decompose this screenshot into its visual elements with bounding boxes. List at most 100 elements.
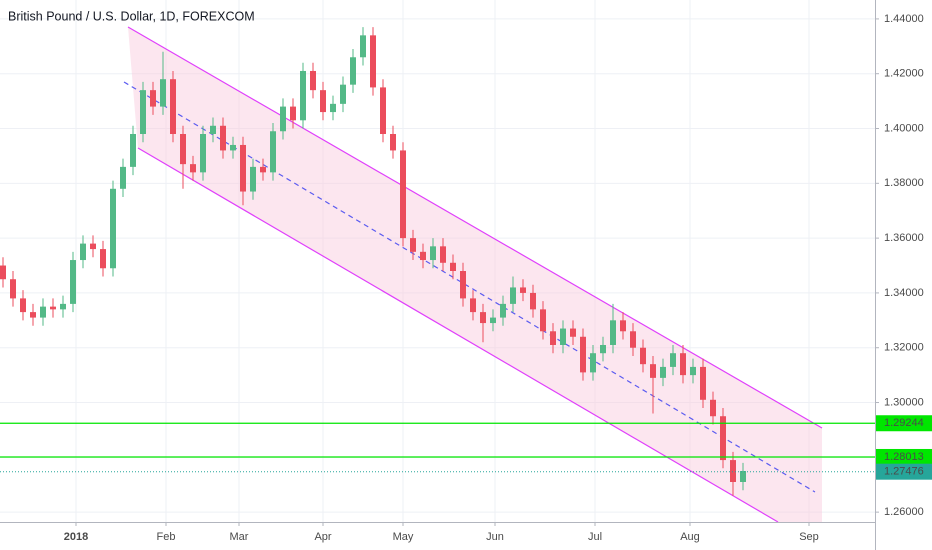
candle-body xyxy=(390,133,396,151)
plot xyxy=(0,27,875,496)
candle-body xyxy=(120,166,126,189)
x-tick-label: 2018 xyxy=(64,531,88,543)
candle-body xyxy=(530,292,536,310)
y-tick-label: 1.32000 xyxy=(884,342,924,354)
axes: 1.260001.280001.300001.320001.340001.360… xyxy=(64,13,932,543)
candle-body xyxy=(470,298,476,313)
level-label: 1.28013 xyxy=(884,451,924,463)
level-label-box xyxy=(876,415,932,432)
time-axis xyxy=(0,522,875,550)
last-price-box xyxy=(876,463,932,480)
candle-body xyxy=(230,144,236,151)
x-tick-label: Jul xyxy=(588,531,602,543)
candle-body xyxy=(90,243,96,250)
candle-body xyxy=(320,90,326,113)
channel-upper xyxy=(127,26,823,429)
y-tick-label: 1.30000 xyxy=(884,396,924,408)
candle-body xyxy=(430,246,436,261)
candle-body xyxy=(190,164,196,173)
chart-title: British Pound / U.S. Dollar, 1D, FOREXCO… xyxy=(8,9,255,23)
candle-body xyxy=(260,166,266,173)
candle-body xyxy=(710,399,716,417)
candle-body xyxy=(400,150,406,239)
candle-body xyxy=(670,353,676,367)
candle-body xyxy=(480,312,486,324)
candle-body xyxy=(180,133,186,165)
level-label: 1.29244 xyxy=(884,417,924,429)
last-price-label: 1.27476 xyxy=(884,466,924,478)
y-tick-label: 1.34000 xyxy=(884,287,924,299)
candle-body xyxy=(340,84,346,104)
candle-body xyxy=(720,416,726,461)
channel-fill xyxy=(128,27,822,522)
candle-body xyxy=(330,103,336,113)
candle-body xyxy=(550,331,556,345)
candle-body xyxy=(110,188,116,269)
candle-body xyxy=(630,331,636,348)
candle-body xyxy=(0,265,6,280)
y-tick-label: 1.26000 xyxy=(884,506,924,518)
candle-body xyxy=(350,57,356,85)
candle-body xyxy=(280,106,286,132)
candle-body xyxy=(690,366,696,376)
candle-body xyxy=(70,260,76,304)
candle-body xyxy=(740,471,746,482)
candle-body xyxy=(730,460,736,482)
candle-body xyxy=(300,70,306,121)
candle-body xyxy=(560,328,566,345)
y-tick-label: 1.42000 xyxy=(884,68,924,80)
candle-body xyxy=(80,243,86,261)
candle-body xyxy=(40,306,46,318)
candle-body xyxy=(20,298,26,313)
candle-body xyxy=(210,125,216,134)
candle-body xyxy=(310,70,316,91)
candle-body xyxy=(590,353,596,373)
candle-body xyxy=(440,246,446,263)
candle-body xyxy=(200,133,206,173)
candle-body xyxy=(610,320,616,345)
y-tick-label: 1.38000 xyxy=(884,177,924,189)
x-tick-label: Mar xyxy=(230,531,249,543)
candle-body xyxy=(100,249,106,269)
candle-body xyxy=(580,336,586,373)
x-tick-label: Sep xyxy=(799,531,819,543)
candle-body xyxy=(420,251,426,261)
candle-body xyxy=(500,303,506,318)
candle-body xyxy=(160,79,166,107)
candle-body xyxy=(450,262,456,272)
candle-body xyxy=(380,87,386,134)
candle-body xyxy=(510,287,516,304)
candle-body xyxy=(490,317,496,324)
candle-body xyxy=(700,366,706,400)
candle-body xyxy=(240,144,246,192)
candle-body xyxy=(360,35,366,58)
y-tick-label: 1.36000 xyxy=(884,232,924,244)
candle-body xyxy=(460,271,466,299)
candle-body xyxy=(270,131,276,173)
candle-body xyxy=(140,90,146,134)
candle-body xyxy=(640,347,646,365)
candle-body xyxy=(600,344,606,354)
level-label-box xyxy=(876,448,932,465)
candle-body xyxy=(570,328,576,337)
candle-body xyxy=(50,306,56,310)
candle-body xyxy=(620,320,626,332)
candle-body xyxy=(540,309,546,332)
x-tick-label: May xyxy=(393,531,414,543)
candle-body xyxy=(130,133,136,167)
candle-body xyxy=(30,312,36,318)
candle-body xyxy=(10,279,16,299)
channel-lower xyxy=(137,147,779,523)
candle-body xyxy=(370,35,376,88)
candle-body xyxy=(410,238,416,252)
x-tick-label: Jun xyxy=(486,531,504,543)
candle-body xyxy=(150,90,156,107)
x-tick-label: Feb xyxy=(157,531,176,543)
candle-body xyxy=(660,366,666,378)
candle-body xyxy=(60,303,66,310)
candle-body xyxy=(170,79,176,134)
candle-body xyxy=(520,287,526,293)
candle-body xyxy=(680,353,686,376)
